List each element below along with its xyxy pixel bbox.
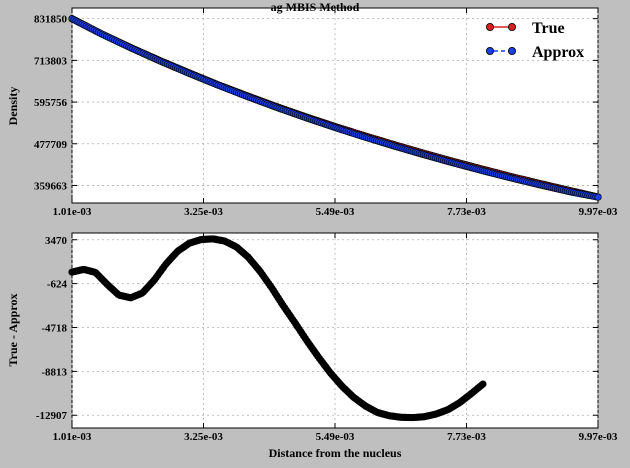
density-y-tick-label: 831850 (34, 14, 68, 26)
density-x-tick-label: 9.97e-03 (579, 206, 618, 218)
difference-x-tick-label: 3.25e-03 (184, 431, 223, 443)
difference-y-tick-label: 3470 (45, 235, 68, 247)
legend-approx-label: Approx (532, 44, 584, 61)
difference-y-tick-label: -8813 (41, 366, 67, 378)
difference-x-tick-label: 9.97e-03 (579, 431, 618, 443)
difference-x-tick-label: 7.73e-03 (447, 431, 486, 443)
difference-x-tick-label: 1.01e-03 (53, 431, 92, 443)
density-x-tick-label: 1.01e-03 (53, 206, 92, 218)
density-panel: 831850 713803 595756 477709 359663 1.01e-03 3.… (6, 0, 618, 218)
difference-y-tick-label: -12907 (36, 410, 68, 422)
legend-true-label: True (532, 20, 565, 37)
difference-y-tick-label: -4718 (41, 322, 67, 334)
difference-panel: 3470 -624 -4718 -8813 -12907 1.01e-03 3.25e-03… (6, 232, 618, 460)
difference-plot-area (71, 232, 599, 429)
density-axis-ticks: 831850 713803 595756 477709 359663 1.01e-03 3.… (34, 8, 618, 218)
legend-true-marker-right (507, 22, 516, 31)
legend-approx-marker-left (485, 47, 494, 56)
density-y-tick-label: 477709 (34, 139, 68, 151)
density-plot-area (71, 7, 599, 204)
density-y-tick-label: 595756 (34, 97, 68, 109)
legend-approx-marker-right (507, 47, 516, 56)
density-x-tick-label: 5.49e-03 (316, 206, 355, 218)
density-x-tick-label: 7.73e-03 (447, 206, 486, 218)
difference-axis-ticks: 3470 -624 -4718 -8813 -12907 1.01e-03 3.25e-03… (36, 233, 618, 443)
legend: True Approx (485, 20, 584, 61)
density-chart-title: ag MBIS Method (271, 0, 360, 14)
density-y-tick-label: 713803 (34, 55, 68, 67)
legend-true-marker-left (485, 22, 494, 31)
legend-entry-approx: Approx (485, 44, 584, 61)
difference-y-axis-label: True - Approx (6, 294, 20, 367)
difference-data-points (68, 235, 487, 422)
difference-x-axis-label: Distance from the nucleus (269, 446, 402, 460)
difference-x-tick-label: 5.49e-03 (316, 431, 355, 443)
density-point-approx (594, 193, 602, 201)
density-data-points (68, 15, 602, 201)
density-y-tick-label: 359663 (34, 180, 68, 192)
difference-y-tick-label: -624 (47, 279, 68, 291)
density-x-tick-label: 3.25e-03 (184, 206, 223, 218)
legend-entry-true: True (485, 20, 565, 37)
density-y-axis-label: Density (6, 87, 20, 126)
difference-point-series0 (479, 380, 487, 388)
